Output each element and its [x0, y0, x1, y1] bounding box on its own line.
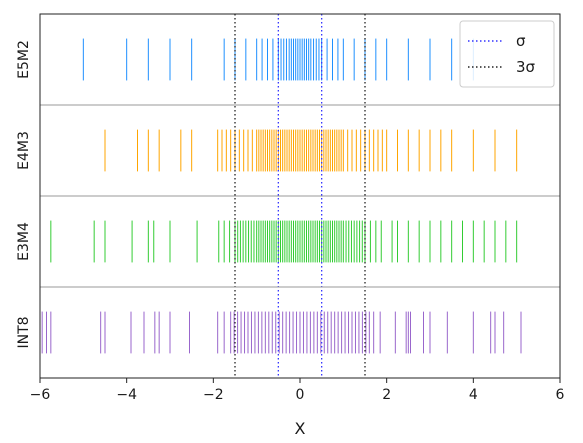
row-e4m3: E4M3 — [16, 129, 518, 172]
x-tick-label: −6 — [30, 387, 51, 403]
x-tick-label: 4 — [469, 387, 478, 403]
x-axis: −6 −4 −2 0 2 4 6 — [30, 378, 565, 403]
row-e3m4: E3M4 — [16, 220, 518, 263]
legend-label: σ — [516, 32, 526, 50]
x-tick-label: −2 — [203, 387, 224, 403]
row-label: INT8 — [16, 316, 32, 348]
legend: σ 3σ — [459, 20, 555, 88]
row-label: E3M4 — [16, 222, 32, 261]
legend-label: 3σ — [516, 58, 536, 76]
row-label: E4M3 — [16, 131, 32, 170]
x-tick-label: 2 — [382, 387, 391, 403]
row-e5m2: E5M2 — [16, 38, 474, 81]
legend-box — [459, 20, 555, 88]
row-label: E5M2 — [16, 40, 32, 79]
row-int8: INT8 — [16, 311, 522, 354]
x-axis-label: X — [295, 419, 306, 438]
x-tick-label: 0 — [296, 387, 305, 403]
x-tick-label: −4 — [116, 387, 137, 403]
reference-lines-layer — [234, 14, 366, 378]
x-tick-label: 6 — [556, 387, 565, 403]
